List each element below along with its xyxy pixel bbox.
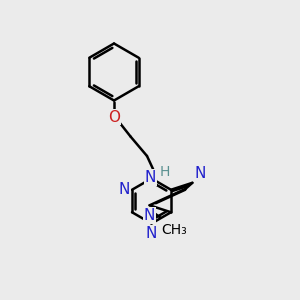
Text: H: H (159, 165, 170, 179)
Text: N: N (146, 226, 157, 241)
Text: N: N (195, 166, 206, 181)
Text: O: O (108, 110, 120, 124)
Text: N: N (144, 208, 155, 223)
Text: CH₃: CH₃ (162, 223, 187, 237)
Text: N: N (145, 170, 156, 185)
Text: N: N (118, 182, 130, 197)
